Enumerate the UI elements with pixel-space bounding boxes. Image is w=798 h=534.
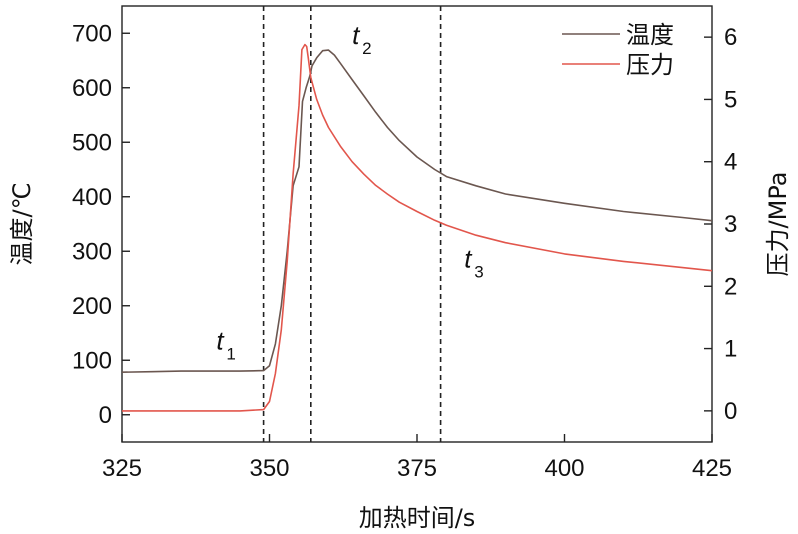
pressure-series-line	[122, 43, 713, 412]
annotation-subscript: 1	[226, 344, 235, 363]
x-tick-label: 350	[249, 455, 289, 482]
annotation-label: t	[464, 244, 473, 274]
y-right-tick-label: 0	[724, 398, 737, 425]
legend-label: 温度	[626, 21, 674, 49]
y-right-axis-title: 压力/MPa	[764, 172, 792, 277]
y-left-axis-title: 温度/℃	[8, 182, 36, 265]
x-axis-title: 加热时间/s	[359, 504, 476, 532]
y-left-tick-label: 400	[72, 184, 112, 211]
annotation-label: t	[352, 20, 361, 50]
y-left-tick-label: 200	[72, 293, 112, 320]
annotation-subscript: 2	[362, 39, 371, 58]
legend-label: 压力	[626, 51, 674, 79]
y-left-tick-label: 600	[72, 75, 112, 102]
y-left-tick-label: 0	[99, 402, 112, 429]
x-tick-label: 425	[692, 455, 732, 482]
x-tick-label: 375	[397, 455, 437, 482]
y-right-tick-label: 5	[724, 86, 737, 113]
annotation-label: t	[216, 325, 225, 355]
y-left-tick-label: 300	[72, 238, 112, 265]
x-tick-label: 325	[102, 455, 142, 482]
temperature-series-line	[121, 49, 713, 373]
y-left-tick-label: 500	[72, 129, 112, 156]
y-left-tick-label: 700	[72, 20, 112, 47]
y-left-tick-label: 100	[72, 347, 112, 374]
y-right-tick-label: 3	[724, 211, 737, 238]
y-right-tick-label: 6	[724, 24, 737, 51]
y-right-tick-label: 2	[724, 273, 737, 300]
annotation-subscript: 3	[474, 263, 483, 282]
plot-frame	[121, 5, 713, 443]
x-tick-label: 400	[544, 455, 584, 482]
y-right-tick-label: 4	[724, 149, 737, 176]
y-right-tick-label: 1	[724, 336, 737, 363]
